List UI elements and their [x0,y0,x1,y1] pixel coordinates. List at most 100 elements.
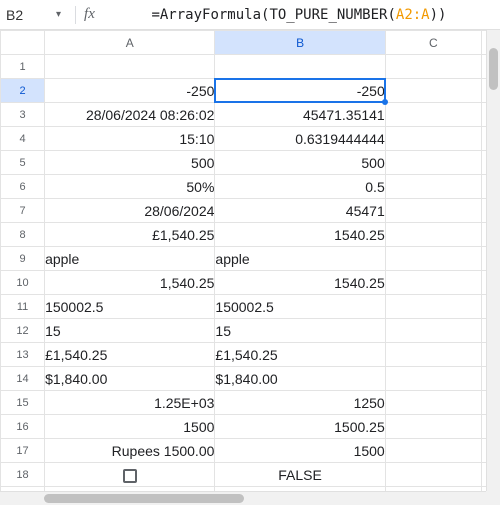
cell-C7[interactable] [385,199,481,223]
row-header[interactable]: 4 [1,127,45,151]
row-header[interactable]: 6 [1,175,45,199]
row-header[interactable]: 13 [1,343,45,367]
cell-B7[interactable]: 45471 [215,199,385,223]
cell-A15[interactable]: 1.25E+03 [45,391,215,415]
cell-A16[interactable]: 1500 [45,415,215,439]
cell-A9[interactable]: apple [45,247,215,271]
cell-A10[interactable]: 1,540.25 [45,271,215,295]
cell-A5[interactable]: 500 [45,151,215,175]
table-row: 151.25E+031250 [1,391,500,415]
cell-C5[interactable] [385,151,481,175]
table-row: 650%0.5 [1,175,500,199]
cell-A14[interactable]: $1,840.00 [45,367,215,391]
vertical-scrollbar[interactable] [486,30,500,491]
column-header-B[interactable]: B [215,31,385,55]
table-row: 101,540.251540.25 [1,271,500,295]
cell-C13[interactable] [385,343,481,367]
cell-B4[interactable]: 0.6319444444 [215,127,385,151]
horizontal-scroll-thumb[interactable] [44,494,244,503]
row-header[interactable]: 11 [1,295,45,319]
row-header[interactable]: 16 [1,415,45,439]
table-row: 13£1,540.25£1,540.25 [1,343,500,367]
table-row: 11150002.5150002.5 [1,295,500,319]
row-header[interactable]: 3 [1,103,45,127]
cell-C16[interactable] [385,415,481,439]
row-header[interactable]: 7 [1,199,45,223]
cell-B6[interactable]: 0.5 [215,175,385,199]
row-header[interactable]: 18 [1,463,45,487]
cell-A11[interactable]: 150002.5 [45,295,215,319]
cell-C18[interactable] [385,463,481,487]
table-row: 2-250-250 [1,79,500,103]
cell-A18[interactable] [45,463,215,487]
column-header-row: A B C [1,31,500,55]
cell-B2[interactable]: -250 [215,79,385,103]
cell-B12[interactable]: 15 [215,319,385,343]
cell-A4[interactable]: 15:10 [45,127,215,151]
cell-A12[interactable]: 15 [45,319,215,343]
row-header[interactable]: 9 [1,247,45,271]
row-header[interactable]: 2 [1,79,45,103]
fx-icon[interactable]: fx [82,6,101,23]
cell-B1[interactable] [215,55,385,79]
cell-C6[interactable] [385,175,481,199]
cell-C11[interactable] [385,295,481,319]
cell-C15[interactable] [385,391,481,415]
cell-A3[interactable]: 28/06/2024 08:26:02 [45,103,215,127]
formula-fn-outer: ArrayFormula( [160,7,270,23]
row-header[interactable]: 14 [1,367,45,391]
row-header[interactable]: 8 [1,223,45,247]
row-header[interactable]: 1 [1,55,45,79]
cell-B18[interactable]: FALSE [215,463,385,487]
table-row: 5500500 [1,151,500,175]
cell-A1[interactable] [45,55,215,79]
cell-B9[interactable]: apple [215,247,385,271]
spreadsheet-app: B2 ▾ fx =ArrayFormula(TO_PURE_NUMBER(A2:… [0,0,500,505]
cell-C14[interactable] [385,367,481,391]
cell-C9[interactable] [385,247,481,271]
cell-A6[interactable]: 50% [45,175,215,199]
formula-bar: B2 ▾ fx =ArrayFormula(TO_PURE_NUMBER(A2:… [0,0,500,30]
cell-B10[interactable]: 1540.25 [215,271,385,295]
cell-C4[interactable] [385,127,481,151]
cell-B17[interactable]: 1500 [215,439,385,463]
column-header-C[interactable]: C [385,31,481,55]
row-header[interactable]: 17 [1,439,45,463]
horizontal-scrollbar[interactable] [0,491,486,505]
cell-C12[interactable] [385,319,481,343]
cell-B13[interactable]: £1,540.25 [215,343,385,367]
cell-C8[interactable] [385,223,481,247]
cell-A13[interactable]: £1,540.25 [45,343,215,367]
cell-B14[interactable]: $1,840.00 [215,367,385,391]
vertical-scroll-thumb[interactable] [489,48,498,90]
cell-B5[interactable]: 500 [215,151,385,175]
select-all-corner[interactable] [1,31,45,55]
cell-C17[interactable] [385,439,481,463]
row-header[interactable]: 10 [1,271,45,295]
fill-handle[interactable] [382,99,388,105]
row-header[interactable]: 15 [1,391,45,415]
checkbox-icon[interactable] [123,469,137,483]
cell-reference[interactable]: B2 [0,7,56,23]
cell-B3[interactable]: 45471.35141 [215,103,385,127]
table-row: 17Rupees 1500.001500 [1,439,500,463]
cell-C1[interactable] [385,55,481,79]
cell-A8[interactable]: £1,540.25 [45,223,215,247]
column-header-A[interactable]: A [45,31,215,55]
row-header[interactable]: 5 [1,151,45,175]
cell-B16[interactable]: 1500.25 [215,415,385,439]
chevron-down-icon[interactable]: ▾ [56,9,61,20]
cell-B11[interactable]: 150002.5 [215,295,385,319]
cell-A7[interactable]: 28/06/2024 [45,199,215,223]
cell-C10[interactable] [385,271,481,295]
cell-C3[interactable] [385,103,481,127]
sheet-table[interactable]: A B C 12-250-250328/06/2024 08:26:024547… [0,30,500,505]
cell-B15[interactable]: 1250 [215,391,385,415]
cell-C2[interactable] [385,79,481,103]
formula-prefix: = [151,7,159,23]
cell-A2[interactable]: -250 [45,79,215,103]
cell-B8[interactable]: 1540.25 [215,223,385,247]
cell-A17[interactable]: Rupees 1500.00 [45,439,215,463]
row-header[interactable]: 12 [1,319,45,343]
separator [75,6,76,24]
